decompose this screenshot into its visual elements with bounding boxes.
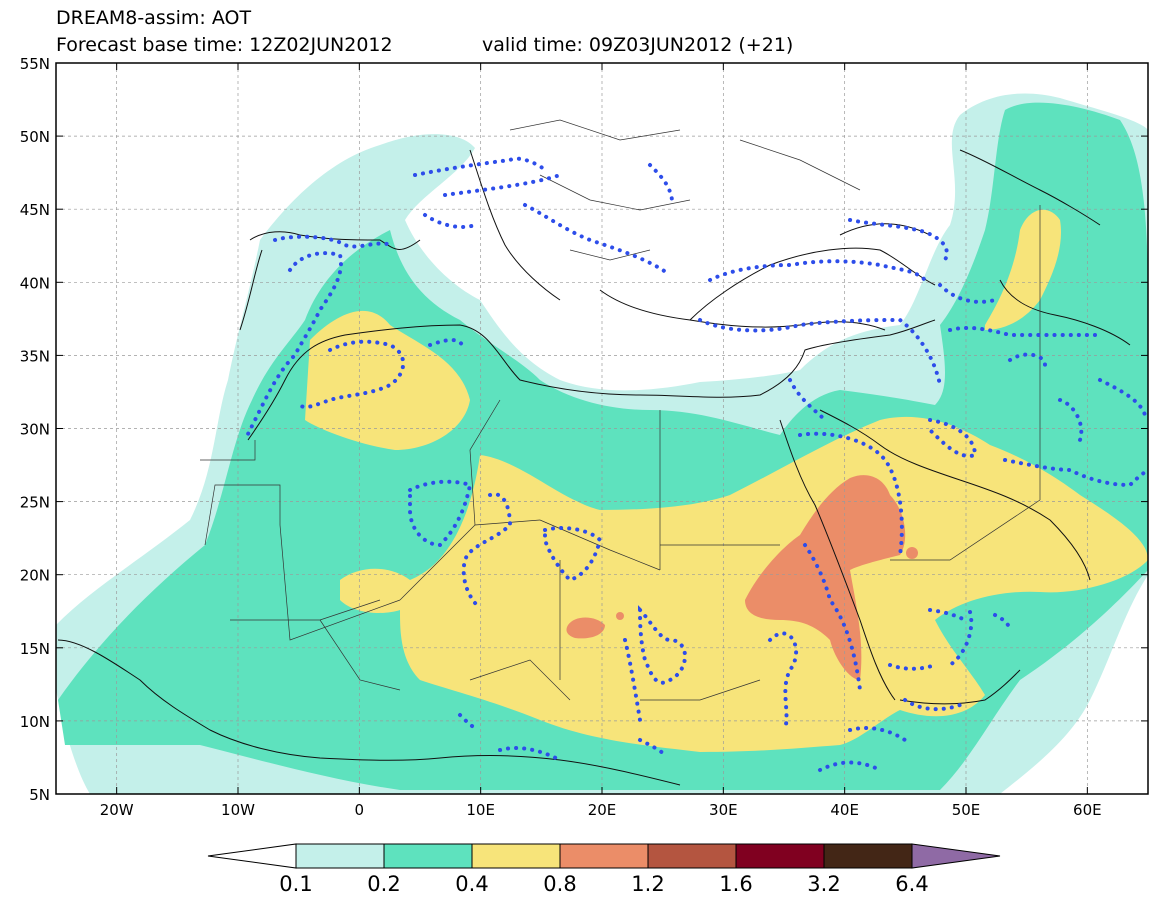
colorbar-label: 3.2 — [807, 872, 840, 896]
lat-label: 50N — [20, 128, 50, 146]
lon-label: 60E — [1073, 801, 1102, 819]
axis-ticks — [56, 62, 1148, 795]
lon-labels: 20W 10W 0 10E 20E 30E 40E 50E 60E — [100, 801, 1102, 819]
lon-label: 20W — [100, 801, 134, 819]
colorbar-swatch — [295, 843, 385, 869]
colorbar-label: 6.4 — [895, 872, 928, 896]
lon-label: 20E — [588, 801, 617, 819]
colorbar-swatch — [383, 843, 473, 869]
valid-time: valid time: 09Z03JUN2012 (+21) — [482, 34, 794, 56]
colorbar-high-arrow — [911, 843, 1001, 869]
colorbar: 0.1 0.2 0.4 0.8 1.2 1.6 3.2 6.4 — [207, 843, 1001, 896]
lat-label: 15N — [20, 640, 50, 658]
lon-label: 0 — [355, 801, 365, 819]
lat-label: 5N — [29, 786, 50, 804]
lat-label: 35N — [20, 347, 50, 365]
colorbar-swatch — [559, 843, 649, 869]
lon-label: 40E — [830, 801, 859, 819]
coastlines — [57, 149, 1131, 786]
colorbar-swatch — [823, 843, 913, 869]
lat-label: 25N — [20, 494, 50, 512]
lat-label: 10N — [20, 713, 50, 731]
lat-label: 45N — [20, 201, 50, 219]
forecast-base-time: Forecast base time: 12Z02JUN2012 — [56, 34, 393, 56]
colorbar-swatch — [647, 843, 737, 869]
colorbar-label: 0.4 — [455, 872, 488, 896]
lon-label: 10E — [466, 801, 495, 819]
lat-labels: 55N 50N 45N 40N 35N 30N 25N 20N 15N 10N 5N — [20, 55, 50, 804]
colorbar-label: 1.6 — [719, 872, 752, 896]
colorbar-low-arrow — [207, 843, 297, 869]
colorbar-label: 1.2 — [631, 872, 664, 896]
country-borders — [200, 119, 1041, 701]
colorbar-label: 0.2 — [367, 872, 400, 896]
lon-label: 50E — [952, 801, 981, 819]
lat-label: 30N — [20, 421, 50, 439]
lat-label: 40N — [20, 274, 50, 292]
lat-label: 55N — [20, 55, 50, 73]
lon-label: 30E — [709, 801, 738, 819]
colorbar-swatch — [735, 843, 825, 869]
colorbar-label: 0.8 — [543, 872, 576, 896]
lon-label: 10W — [221, 801, 255, 819]
colorbar-swatch — [471, 843, 561, 869]
colorbar-label: 0.1 — [279, 872, 312, 896]
map-title: DREAM8-assim: AOT — [56, 7, 252, 29]
dotted-contours — [243, 156, 1150, 772]
lat-label: 20N — [20, 567, 50, 585]
lat-lon-gridlines — [56, 63, 1148, 794]
aot-field-0.8 — [566, 475, 918, 680]
